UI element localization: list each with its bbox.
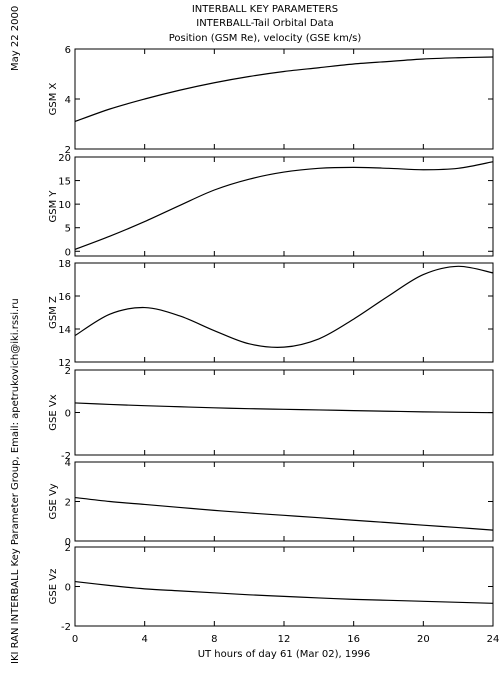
panel-frame [74, 546, 494, 627]
y-tick-label: 6 [65, 45, 71, 56]
y-tick-label: 0 [65, 409, 71, 420]
x-axis: 0 4 8 12 16 20 24 UT hours of day 61 (Mar 02), … [72, 634, 500, 660]
x-tick-label: 12 [278, 634, 291, 645]
series-line [74, 580, 494, 604]
header-line-3: Position (GSM Re), velocity (GSE km/s) [169, 33, 362, 44]
panel-2: 0 5 10 15 20 GSM Y [48, 153, 494, 258]
series-line [74, 161, 494, 250]
y-tick-label: 18 [58, 259, 71, 270]
series-line [74, 496, 494, 531]
y-tick-label: 2 [65, 145, 71, 156]
side-date-label: May 22 2000 [10, 5, 21, 71]
y-tick-label: 14 [58, 325, 71, 336]
y-tick-label: 0 [65, 537, 71, 548]
y-tick-label: 2 [65, 543, 71, 554]
panel-4: -2 0 2 GSE Vx [48, 366, 494, 462]
header-line-2: INTERBALL-Tail Orbital Data [196, 18, 333, 29]
y-axis-label: GSM Z [48, 296, 59, 329]
x-axis-label: UT hours of day 61 (Mar 02), 1996 [198, 649, 371, 660]
panel-6: -2 0 2 GSE Vz [48, 543, 494, 633]
y-tick-label: -2 [61, 451, 71, 462]
panel-3: 12 14 16 18 GSM Z [48, 259, 494, 369]
x-tick-label: 8 [211, 634, 217, 645]
y-tick-label: 2 [65, 366, 71, 377]
panel-5: 0 2 4 GSE Vy [48, 458, 494, 548]
x-tick-label: 24 [487, 634, 500, 645]
y-tick-label: 20 [58, 153, 71, 164]
series-line [74, 265, 494, 348]
x-tick-label: 4 [141, 634, 147, 645]
y-tick-label: 2 [65, 498, 71, 509]
x-tick-label: 20 [417, 634, 430, 645]
x-tick-label: 16 [347, 634, 360, 645]
series-line [74, 56, 494, 123]
x-tick-label: 0 [72, 634, 78, 645]
y-axis-label: GSE Vy [48, 483, 59, 519]
y-tick-label: 16 [58, 292, 71, 303]
y-axis-label: GSM Y [48, 190, 59, 223]
panel-frame [74, 461, 494, 542]
y-tick-label: 0 [65, 583, 71, 594]
panel-frame [74, 48, 494, 150]
panel-1: 2 4 6 GSM X [48, 45, 494, 156]
y-tick-label: 15 [58, 177, 71, 188]
series-line [74, 402, 494, 414]
side-credit-label: IKI RAN INTERBALL Key Parameter Group, E… [10, 298, 21, 664]
y-tick-label: 12 [58, 358, 71, 369]
y-tick-label: 5 [65, 224, 71, 235]
y-tick-label: 10 [58, 200, 71, 211]
y-tick-label: 4 [65, 458, 71, 469]
y-axis-label: GSE Vx [48, 394, 59, 430]
y-axis-label: GSE Vz [48, 569, 59, 605]
y-axis-label: GSM X [48, 82, 59, 115]
y-tick-label: 4 [65, 95, 71, 106]
y-tick-label: 0 [65, 247, 71, 258]
y-tick-label: -2 [61, 622, 71, 633]
header-line-1: INTERBALL KEY PARAMETERS [192, 4, 338, 15]
